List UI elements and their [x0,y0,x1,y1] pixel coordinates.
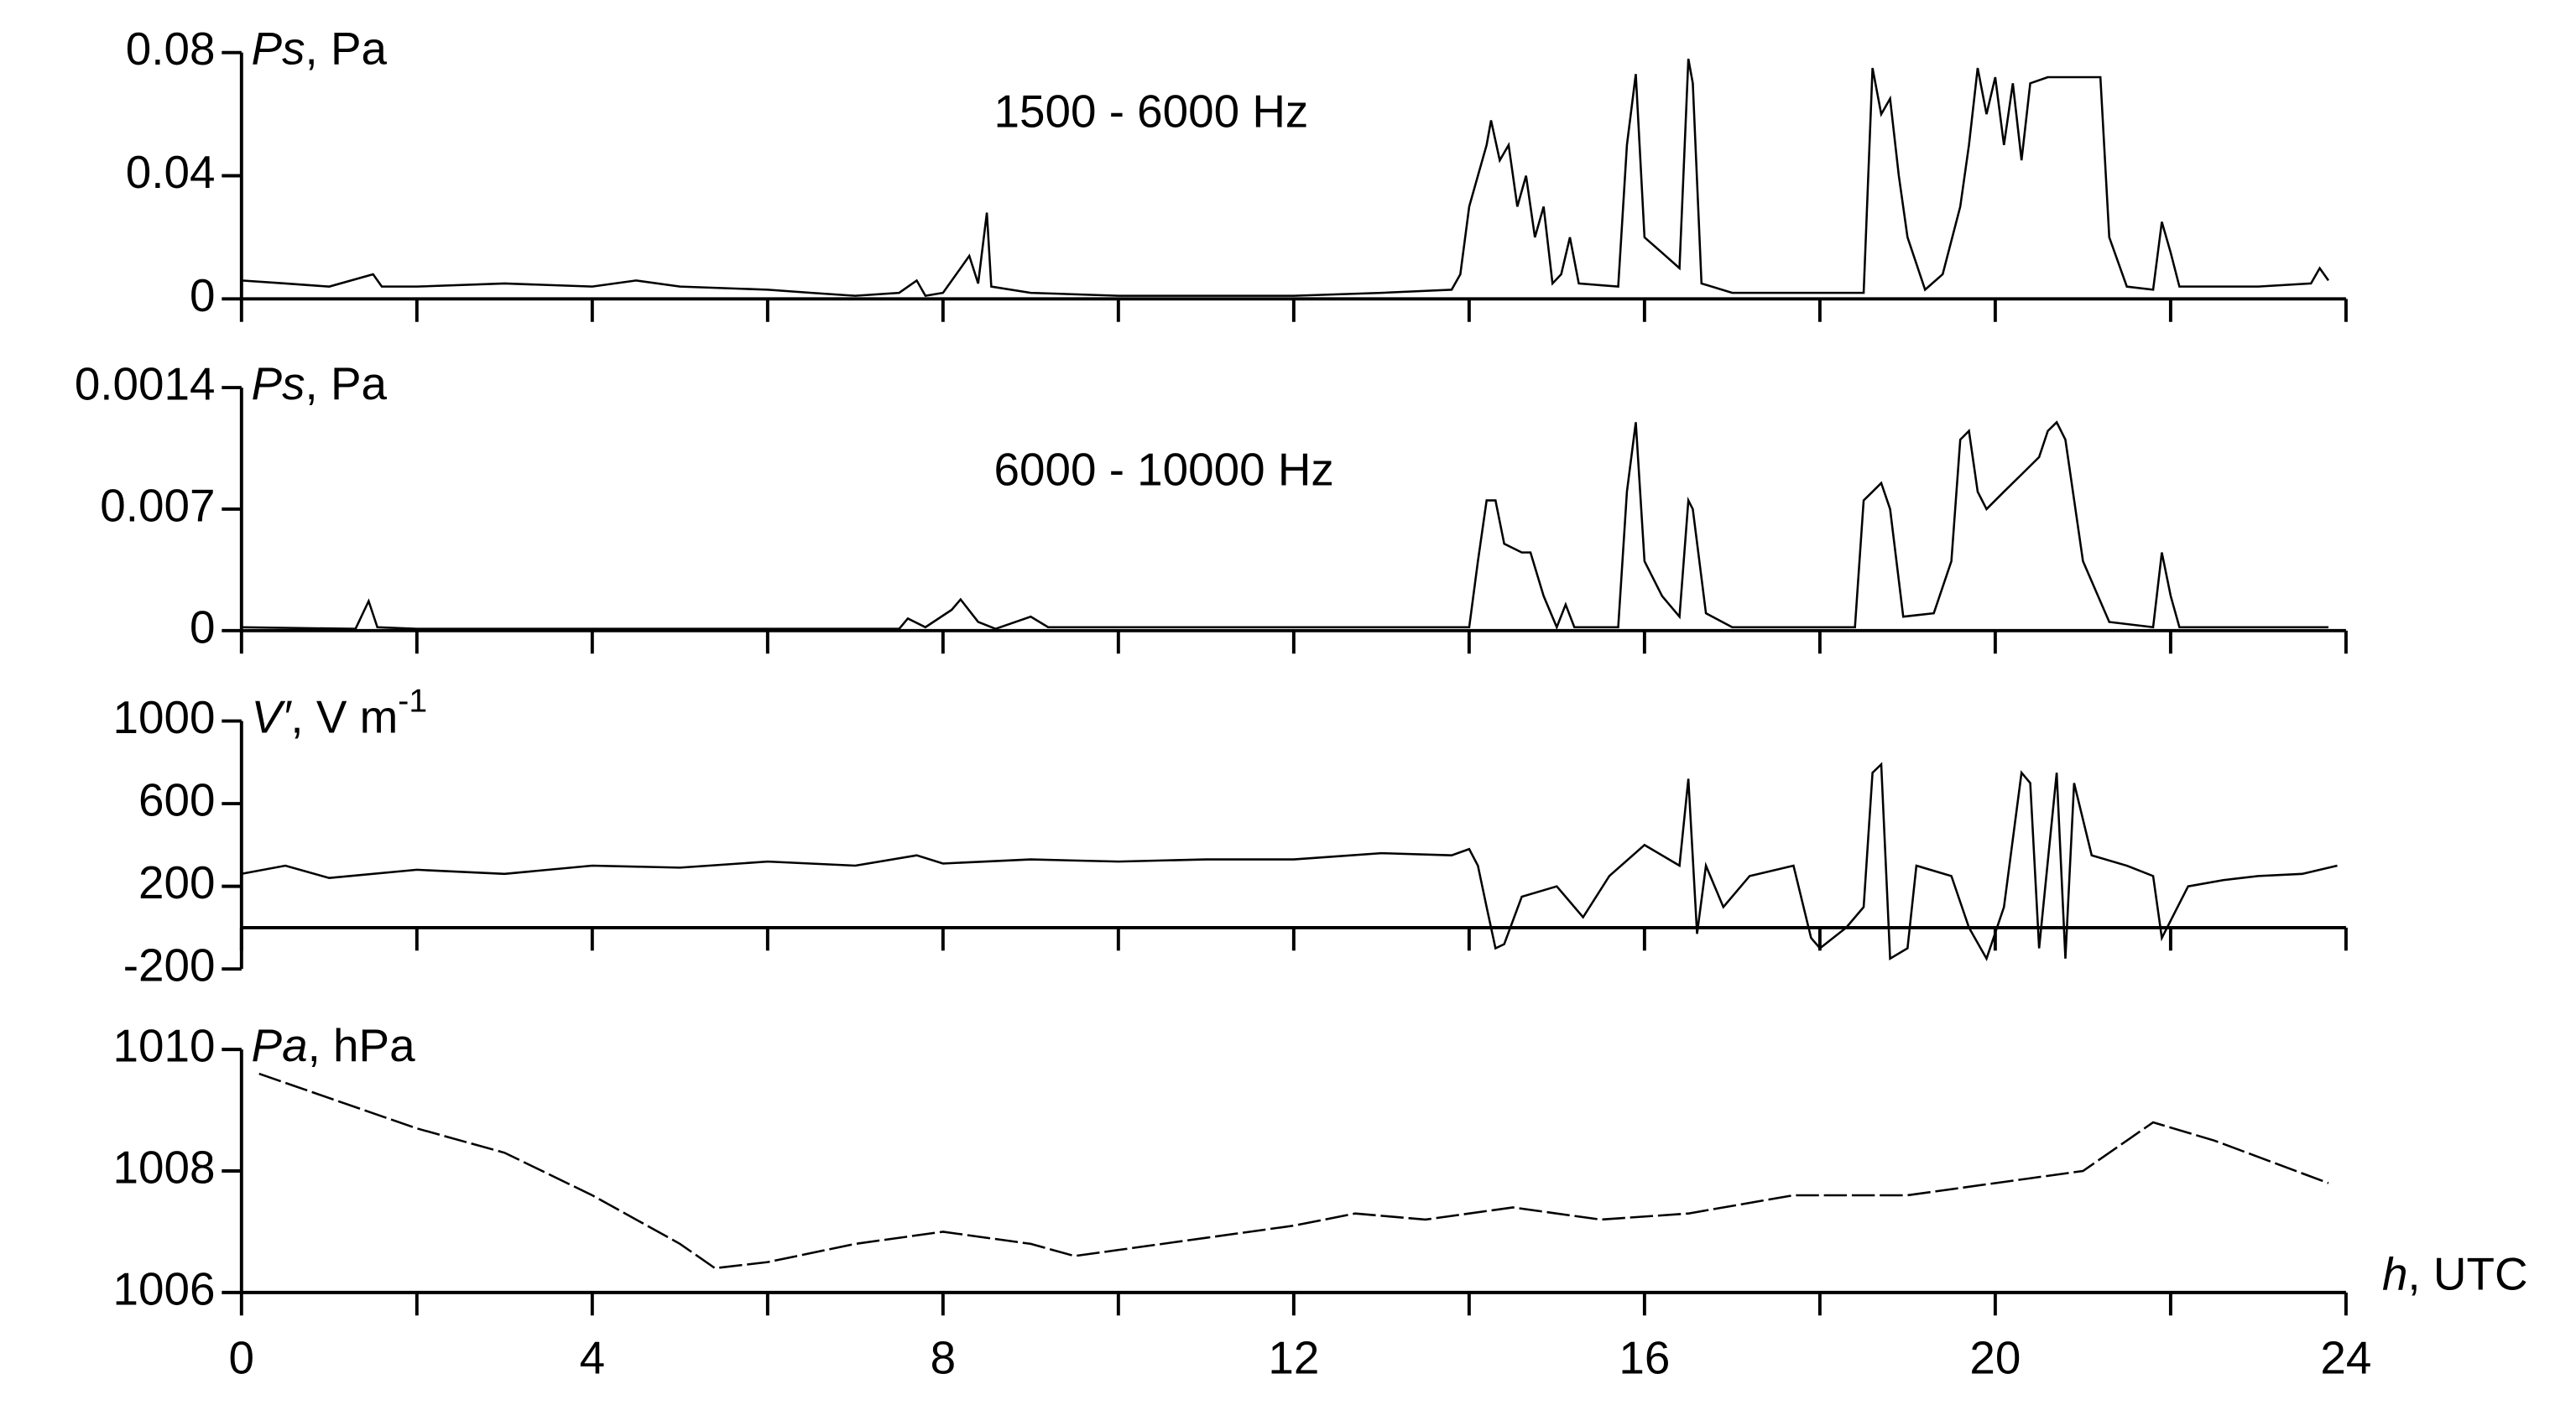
y-tick-label: -200 [123,939,216,991]
data-line [241,762,2338,961]
y-tick-label: 600 [138,774,215,826]
y-axis-label: V′, V m-1 [252,683,428,743]
y-axis-label: Pa, hPa [252,1020,416,1072]
x-label-unit: , UTC [2407,1248,2527,1300]
x-tick-label: 0 [229,1332,254,1384]
x-tick-label: 8 [931,1332,956,1384]
x-label-symbol: h [2382,1248,2407,1300]
y-label-part: , V m [290,691,398,743]
y-tick-label: 1010 [113,1020,216,1072]
data-line [258,1072,2329,1270]
y-label-part: Pa [252,1020,308,1072]
x-tick-label: 4 [580,1332,605,1384]
data-line [241,58,2329,298]
x-tick-label: 20 [1969,1332,2021,1384]
annotation: 1500 - 6000 Hz [994,86,1309,138]
x-tick-label: 24 [2320,1332,2371,1384]
y-tick-label: 0.08 [126,23,216,75]
y-axis-label: Ps, Pa [252,23,388,75]
y-tick-label: 0 [190,601,215,653]
y-label-part: Ps [252,358,305,410]
y-tick-label: 1006 [113,1262,216,1314]
y-label-part: V′ [252,691,293,743]
y-label-part: , Pa [305,23,388,75]
y-tick-label: 0.007 [100,479,215,531]
y-tick-label: 1000 [113,691,216,743]
x-tick-label: 16 [1619,1332,1670,1384]
y-label-part: , Pa [305,358,388,410]
y-label-part: Ps [252,23,305,75]
y-label-part: , hPa [308,1020,416,1072]
x-tick-label: 12 [1268,1332,1319,1384]
y-tick-label: 0.0014 [75,358,216,410]
data-line [241,420,2328,631]
y-tick-label: 200 [138,856,215,908]
annotation: 6000 - 10000 Hz [994,443,1334,495]
y-label-part: -1 [398,683,427,719]
y-tick-label: 0.04 [126,146,216,198]
x-axis-label: h, UTC [2382,1248,2528,1300]
y-axis-label: Ps, Pa [252,358,388,410]
y-tick-label: 1008 [113,1141,216,1193]
y-tick-label: 0 [190,269,215,321]
